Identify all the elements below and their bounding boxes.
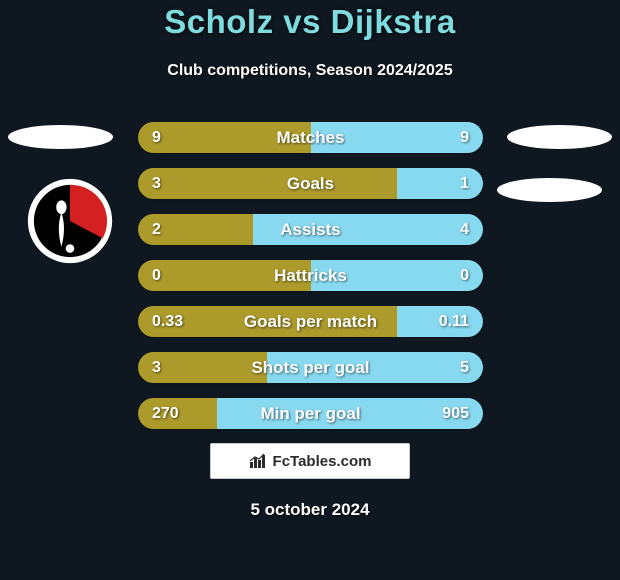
stat-label: Goals: [138, 168, 483, 199]
stat-label: Goals per match: [138, 306, 483, 337]
badge-ball: [66, 244, 75, 253]
badge-figure-head: [56, 200, 66, 214]
left-club-badge: [27, 178, 113, 264]
stat-row: 00Hattricks: [138, 260, 483, 291]
stat-label: Matches: [138, 122, 483, 153]
left-player-placeholder-oval: [8, 125, 113, 149]
stat-row: 0.330.11Goals per match: [138, 306, 483, 337]
page-title: Scholz vs Dijkstra: [0, 3, 620, 41]
stat-label: Assists: [138, 214, 483, 245]
player-left-name: Scholz: [164, 3, 273, 40]
right-player-placeholder-oval-1: [507, 125, 612, 149]
stat-row: 99Matches: [138, 122, 483, 153]
stat-row: 270905Min per goal: [138, 398, 483, 429]
date-caption: 5 october 2024: [0, 500, 620, 520]
player-right-name: Dijkstra: [331, 3, 456, 40]
stats-container: 99Matches 31Goals 24Assists 00Hattricks 0.33…: [138, 122, 483, 444]
stat-label: Min per goal: [138, 398, 483, 429]
brand-box: FcTables.com: [210, 443, 410, 479]
stat-label: Hattricks: [138, 260, 483, 291]
stat-row: 24Assists: [138, 214, 483, 245]
right-player-placeholder-oval-2: [497, 178, 602, 202]
stat-row: 31Goals: [138, 168, 483, 199]
stat-label: Shots per goal: [138, 352, 483, 383]
brand-text: FcTables.com: [273, 453, 372, 470]
bar-chart-icon: [249, 453, 267, 469]
vs-separator: vs: [283, 3, 321, 40]
subtitle: Club competitions, Season 2024/2025: [0, 62, 620, 80]
stat-row: 35Shots per goal: [138, 352, 483, 383]
